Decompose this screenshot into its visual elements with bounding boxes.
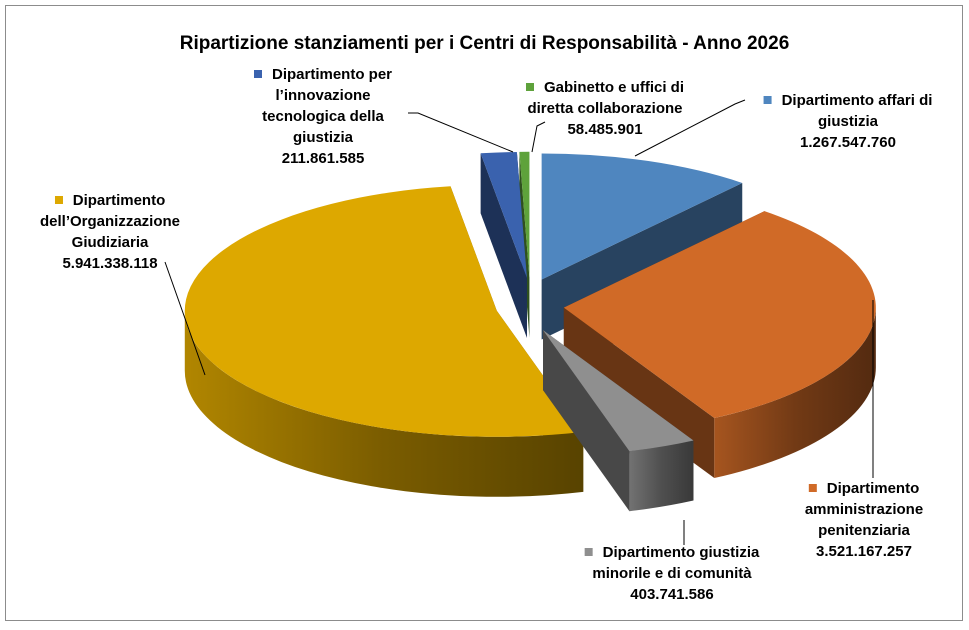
legend-marker-icon [253,70,262,78]
legend-marker-icon [808,484,817,492]
data-label-text: giustizia [292,129,354,146]
data-label-line: tecnologica della [254,106,392,127]
legend-marker-icon [54,196,63,204]
data-label-line: Dipartimento affari di [763,90,933,111]
slice-outer-wall [184,310,584,497]
data-label-value: 5.941.338.118 [62,255,158,272]
data-label-line: Dipartimento [805,478,923,499]
data-label-text: Giudiziaria [71,234,149,251]
data-label-text: Dipartimento [72,192,166,209]
data-label-text: dell’Organizzazione [39,213,181,230]
data-label-value: 58.485.901 [567,121,643,138]
data-label-line: Dipartimento giustizia [584,542,760,563]
slice-top-face [542,330,694,452]
data-label-3: Dipartimento dell’Organizzazione Giudiziar… [40,190,180,274]
data-label-text: Gabinetto e uffici di [543,79,685,96]
data-label-line: giustizia [764,111,933,132]
slice-top-face [541,153,743,280]
slice-top-face [519,151,530,278]
data-label-line: Dipartimento per [253,64,393,85]
chart-border [5,5,963,621]
data-label-line: giustizia [254,127,392,148]
data-label-text: Dipartimento [826,480,920,497]
legend-marker-icon [525,83,534,91]
data-label-text: l’innovazione [275,87,371,104]
data-label-value: 1.267.547.760 [800,134,896,151]
data-label-text: amministrazione [804,501,924,518]
leader-line-organizzazione [164,261,206,376]
leader-line-innovazione [408,112,514,153]
pie-slice-5 [519,151,530,338]
data-label-line: amministrazione [805,499,923,520]
data-label-line: dell’Organizzazione [40,211,180,232]
data-label-line: penitenziaria [805,520,923,541]
data-label-value: 211.861.585 [281,150,365,167]
data-label-text: Dipartimento giustizia [602,544,760,561]
data-label-5: Gabinetto e uffici di diretta collaborazi… [525,77,685,140]
data-label-4: Dipartimento per l’innovazione tecnologica… [253,64,393,169]
slice-top-face [563,211,876,419]
slice-radial-face [519,151,530,338]
data-label-line: minorile e di comunità [585,563,760,584]
data-label-text: giustizia [817,113,879,130]
data-label-text: tecnologica della [262,108,384,125]
data-label-line: Giudiziaria [40,232,180,253]
slice-radial-face [480,153,527,338]
chart-title: Ripartizione stanziamenti per i Centri d… [179,33,790,54]
data-label-line: l’innovazione [254,85,392,106]
data-label-text: Dipartimento affari di [781,92,933,109]
data-label-1: Dipartimento amministrazione penitenziaria… [805,478,923,562]
slice-radial-face [542,330,630,512]
leader-line-gabinetto [531,121,546,153]
data-label-text: penitenziaria [818,522,910,539]
data-label-value: 403.741.586 [630,586,714,603]
data-label-text: minorile e di comunità [592,565,752,582]
pie-slice-2 [542,330,694,512]
data-label-line: Dipartimento [40,190,180,211]
pie-slice-4 [480,151,527,338]
data-label-value: 3.521.167.257 [816,543,912,560]
data-label-2: Dipartimento giustizia minorile e di comu… [584,542,760,605]
slice-outer-wall [629,440,694,512]
legend-marker-icon [584,548,593,556]
slice-outer-wall [714,307,876,479]
pie-slice-3 [184,186,584,497]
data-label-line: Gabinetto e uffici di [525,77,685,98]
data-label-text: Dipartimento per [271,66,393,83]
legend-marker-icon [763,96,772,104]
slice-top-face [184,186,584,437]
data-label-text: diretta collaborazione [527,100,683,117]
data-label-0: Dipartimento affari di giustizia 1.267.547… [763,90,933,153]
data-label-line: diretta collaborazione [526,98,684,119]
leader-line-affari [634,99,746,157]
slice-top-face [480,151,527,278]
